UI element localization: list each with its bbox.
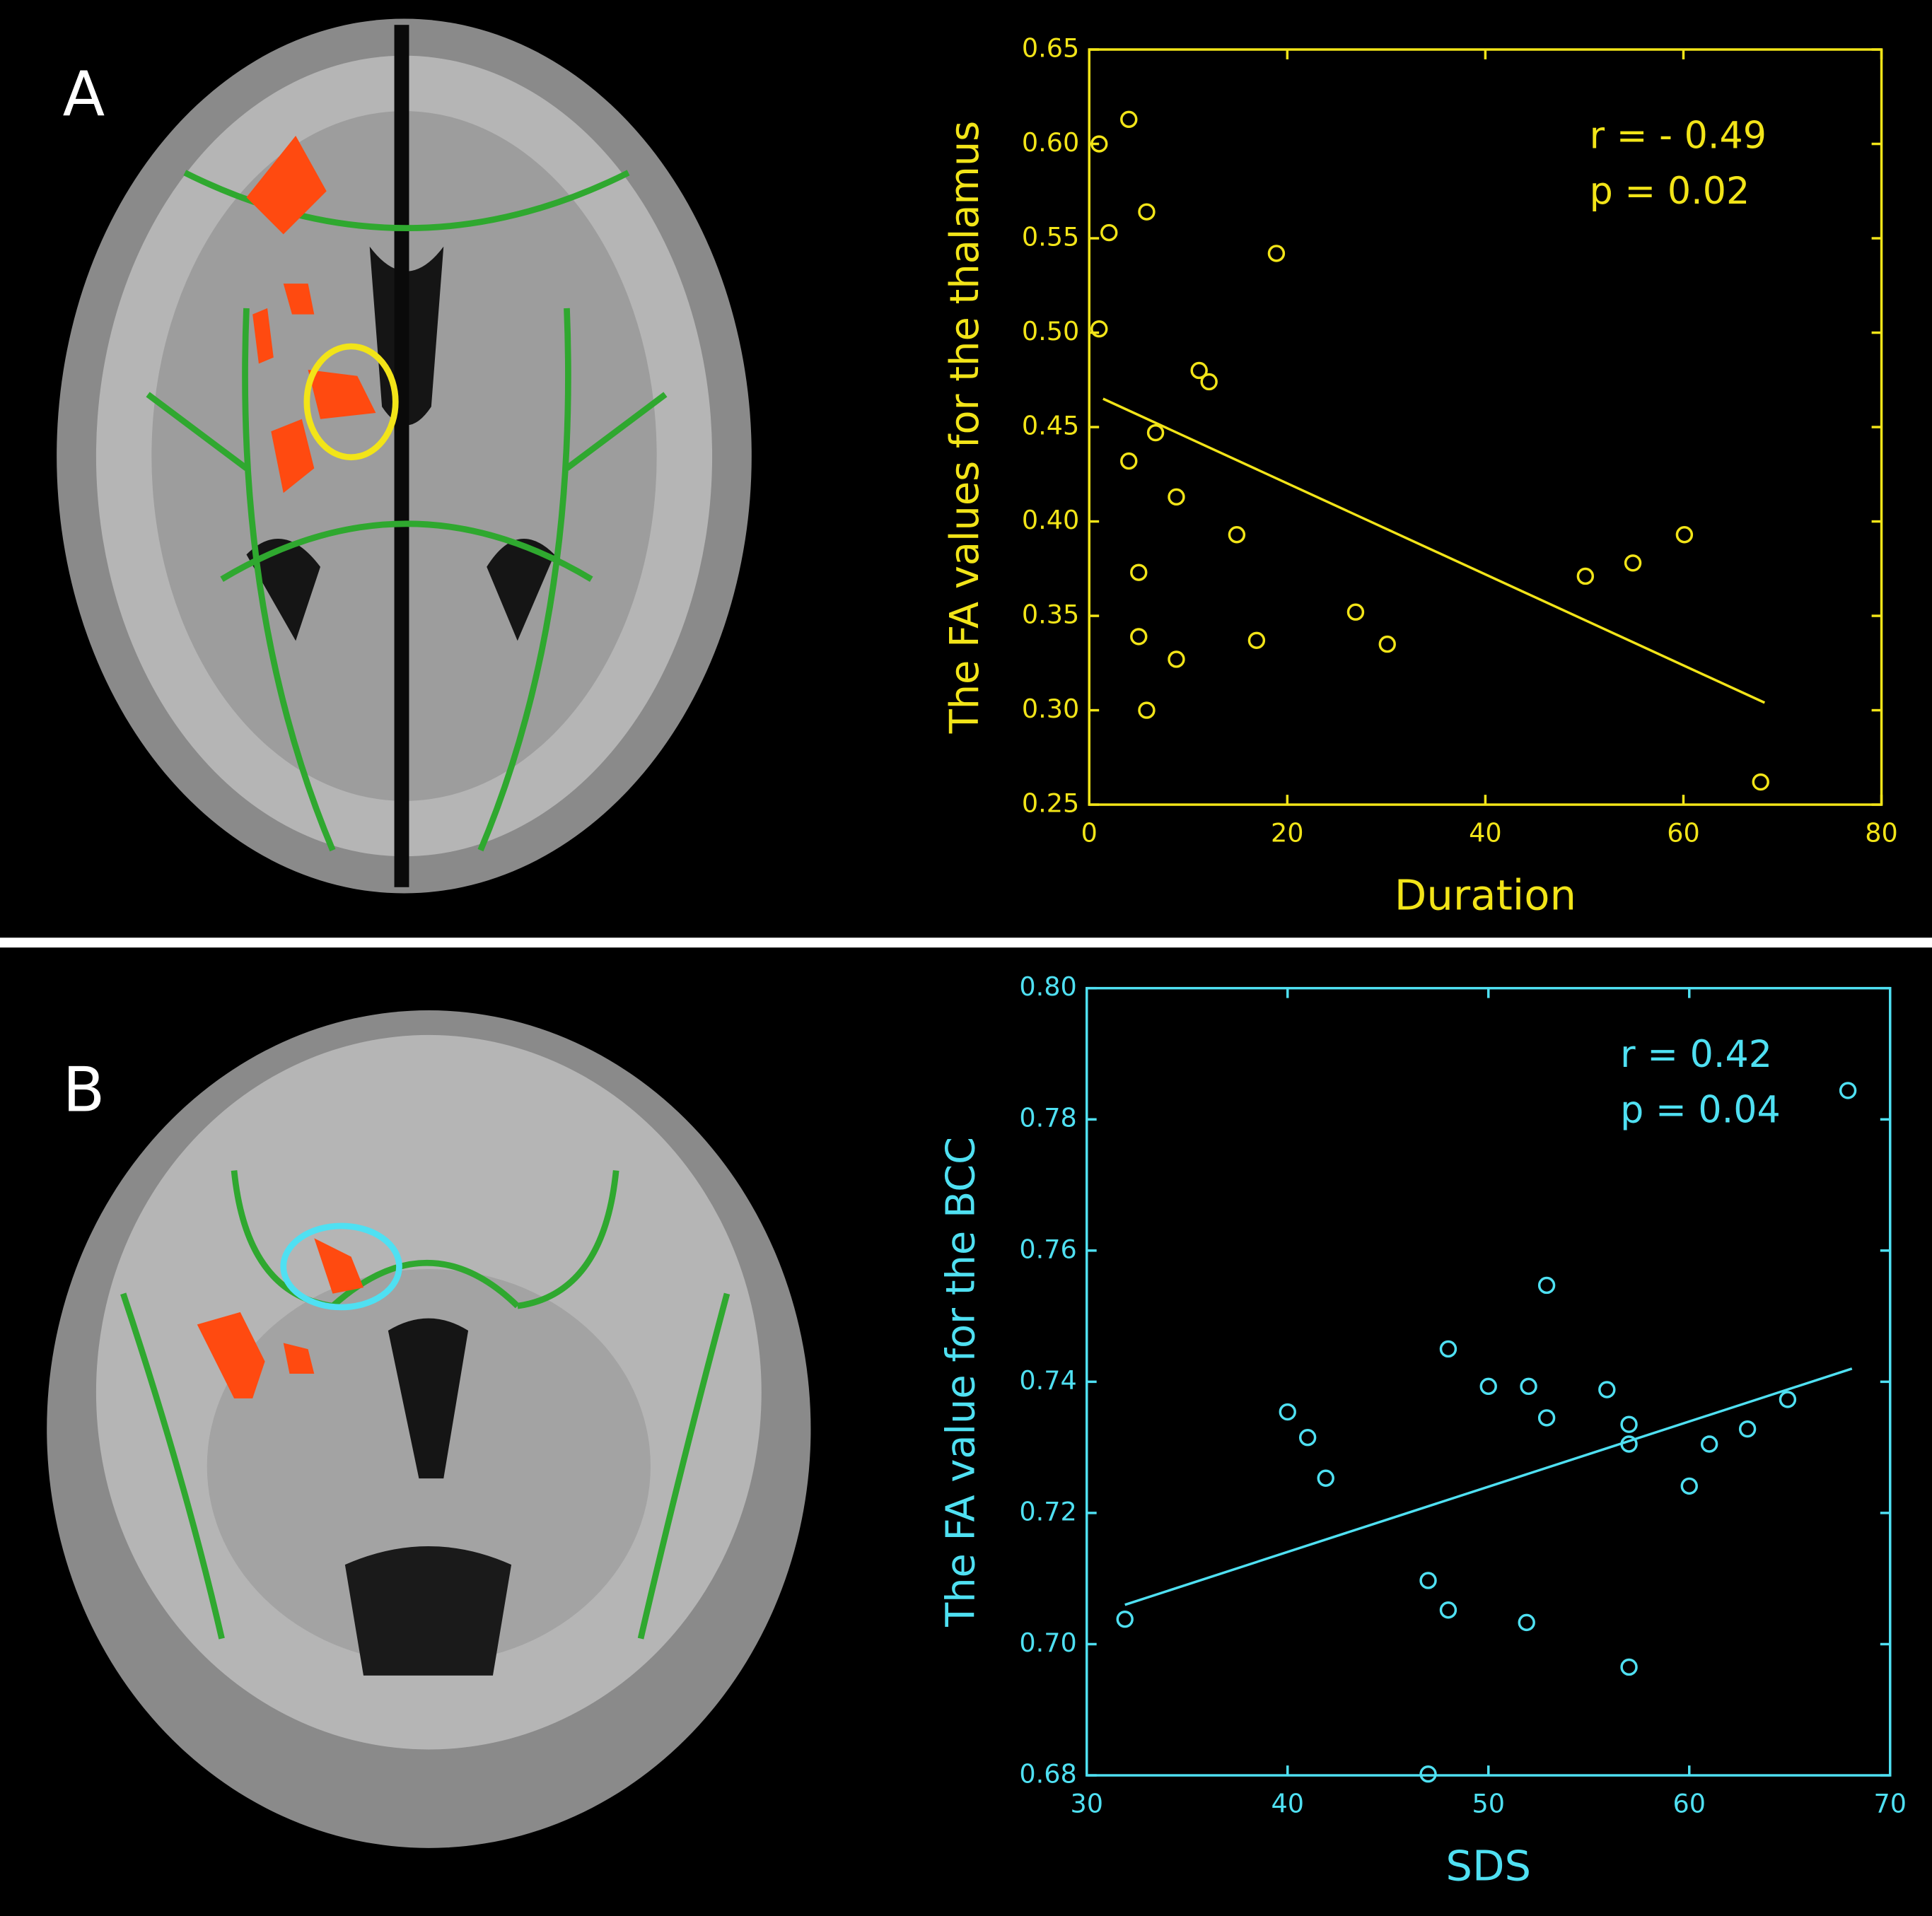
fit-line [1102,397,1766,704]
annotation: r = 0.42 [1620,1033,1772,1076]
data-point [1120,110,1138,129]
data-point [1116,1611,1134,1628]
brain-image-a [57,18,752,894]
brain-image-b [47,1010,811,1848]
data-point [1168,488,1185,506]
data-point [1537,1276,1556,1295]
data-point [1680,1477,1698,1495]
x-axis-label: SDS [1445,1842,1531,1891]
data-point [1279,1403,1296,1421]
data-point [1298,1429,1317,1447]
y-tick-label: 0.25 [1022,788,1079,819]
y-tick-label: 0.68 [1019,1759,1076,1789]
data-point [1190,361,1208,380]
y-tick-label: 0.65 [1022,33,1079,64]
y-tick-label: 0.35 [1022,600,1079,630]
y-tick-label: 0.72 [1019,1496,1076,1526]
y-tick-label: 0.78 [1019,1103,1076,1133]
annotation: r = - 0.49 [1590,114,1767,157]
x-tick-label: 60 [1667,817,1700,848]
data-point [1738,1420,1757,1438]
data-point [1130,563,1148,581]
data-point [1700,1435,1718,1453]
y-tick-label: 0.30 [1022,694,1079,724]
x-tick-label: 40 [1469,817,1502,848]
data-point [1752,773,1769,791]
data-point [1839,1082,1857,1099]
y-tick-label: 0.45 [1022,411,1079,441]
data-point [1520,1377,1537,1396]
data-point [1419,1765,1437,1783]
data-point [1346,603,1365,621]
x-axis-label: Duration [1395,871,1576,920]
data-point [1130,628,1148,646]
y-axis-label: The FA value for the BCC [938,1137,984,1628]
data-point [1624,554,1642,572]
data-point [1479,1377,1497,1396]
data-point [1100,223,1118,242]
y-tick-label: 0.60 [1022,127,1079,158]
data-point [1247,631,1266,649]
data-point [1576,567,1595,585]
data-point [1138,203,1156,221]
data-point [1620,1658,1638,1676]
data-point [1200,373,1218,391]
y-tick-label: 0.40 [1022,505,1079,535]
data-point [1168,650,1185,668]
y-tick-label: 0.80 [1019,971,1076,1002]
data-point [1146,423,1165,442]
data-point [1090,320,1108,338]
data-point [1518,1613,1535,1632]
data-point [1439,1340,1457,1358]
x-tick-label: 50 [1472,1788,1505,1818]
x-tick-label: 0 [1081,817,1098,848]
x-tick-label: 30 [1070,1788,1103,1818]
y-tick-label: 0.70 [1019,1628,1076,1658]
data-point [1090,135,1108,153]
x-tick-label: 20 [1271,817,1304,848]
y-tick-label: 0.74 [1019,1365,1076,1396]
data-point [1317,1469,1334,1487]
data-point [1120,452,1138,470]
data-point [1267,245,1286,262]
y-tick-label: 0.76 [1019,1234,1076,1264]
annotation: p = 0.02 [1590,170,1750,213]
annotation: p = 0.04 [1620,1089,1781,1132]
data-point [1675,526,1694,544]
data-point [1537,1409,1556,1427]
data-point [1620,1415,1638,1433]
x-tick-label: 40 [1271,1788,1304,1818]
x-tick-label: 70 [1873,1788,1907,1818]
fit-line [1124,1367,1853,1606]
data-point [1378,635,1396,653]
y-axis-label: The FA values for the thalamus [942,121,988,735]
data-point [1779,1391,1797,1408]
x-tick-label: 80 [1865,817,1898,848]
panel-label: A [63,59,105,131]
data-point [1419,1572,1437,1589]
data-point [1138,701,1156,719]
panel-label: B [63,1053,105,1126]
data-point [1598,1381,1616,1398]
data-point [1439,1601,1457,1619]
separator [0,937,1932,948]
x-tick-label: 60 [1672,1788,1706,1818]
y-tick-label: 0.50 [1022,316,1079,346]
data-point [1228,526,1246,544]
y-tick-label: 0.55 [1022,222,1079,252]
